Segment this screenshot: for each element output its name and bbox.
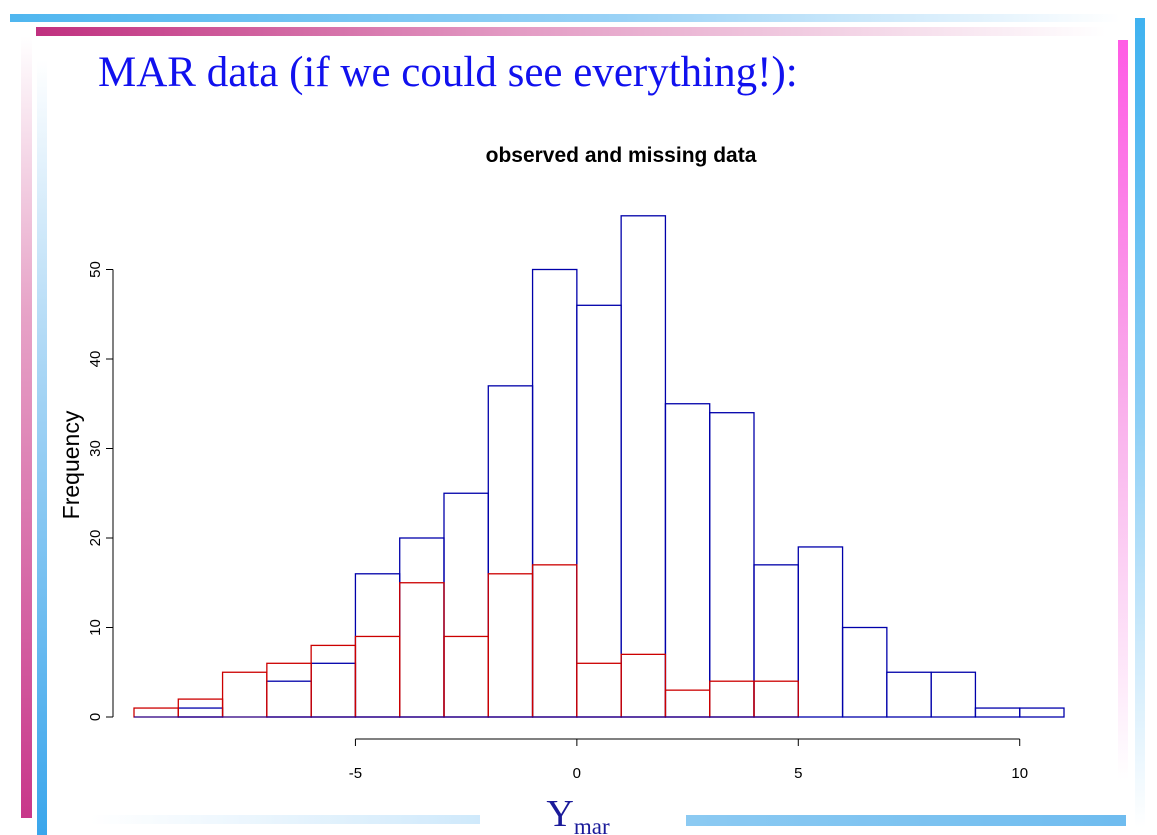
blue-bar (531, 268, 578, 718)
decorative-bottom-stripe-blue (686, 815, 1126, 826)
decorative-top-stripe-pink (36, 27, 1106, 36)
red-bar (443, 635, 489, 718)
red-bar (221, 671, 268, 718)
chart-title: observed and missing data (486, 144, 757, 167)
red-bar (531, 564, 578, 718)
blue-bar (177, 707, 224, 718)
x-tick-label: -5 (349, 765, 362, 782)
blue-bar (443, 492, 489, 718)
red-bar (576, 662, 622, 718)
blue-bar (930, 671, 977, 718)
blue-bar (620, 215, 667, 718)
y-tick-label: 20 (87, 530, 104, 547)
y-axis-label: Frequency (58, 410, 84, 519)
decorative-left-stripe-blue (37, 60, 47, 835)
y-tick-label: 50 (87, 261, 104, 278)
red-bar (266, 662, 312, 718)
x-tick-label: 0 (573, 765, 581, 782)
blue-bar (797, 546, 844, 718)
blue-bar (1019, 707, 1065, 718)
decorative-bottom-stripe-light (90, 815, 480, 824)
y-tick-label: 30 (87, 440, 104, 457)
blue-bar (886, 671, 932, 718)
x-tick-label: 5 (794, 765, 802, 782)
blue-bar (841, 626, 888, 718)
red-bar (133, 707, 179, 718)
y-tick-label: 10 (87, 619, 104, 636)
decorative-left-stripe-pink (21, 36, 32, 818)
x-axis-label-main: Y (546, 793, 573, 835)
blue-bar (310, 662, 357, 718)
red-bar (753, 680, 799, 718)
red-bar (664, 689, 711, 718)
decorative-top-stripe-blue (10, 14, 1120, 22)
red-bar (310, 644, 357, 718)
red-bar (487, 573, 534, 718)
decorative-right-stripe-pink (1118, 40, 1128, 780)
blue-bar (399, 537, 445, 718)
blue-bar (266, 680, 312, 718)
red-bar (354, 635, 401, 718)
x-axis-label: Ymar (546, 793, 610, 835)
blue-bar (974, 707, 1021, 718)
blue-bar (354, 573, 401, 718)
blue-bar (576, 304, 622, 718)
axes-layer: 0 10 20 30 40 50 -5 0 5 10 (87, 261, 1028, 782)
slide-title: MAR data (if we could see everything!): (98, 49, 798, 96)
blue-bar (487, 385, 534, 718)
red-bar (709, 680, 755, 718)
y-tick-label: 0 (87, 713, 104, 721)
decorative-right-stripe-blue (1135, 18, 1145, 828)
blue-bar (709, 412, 755, 718)
bars-layer (133, 215, 1065, 718)
y-tick-label: 40 (87, 351, 104, 368)
x-tick-label: 10 (1011, 765, 1028, 782)
red-bar (399, 582, 445, 718)
blue-bar (664, 403, 711, 718)
x-axis-label-subscript: mar (574, 814, 610, 835)
red-bar (620, 653, 667, 718)
blue-bar (753, 564, 799, 718)
